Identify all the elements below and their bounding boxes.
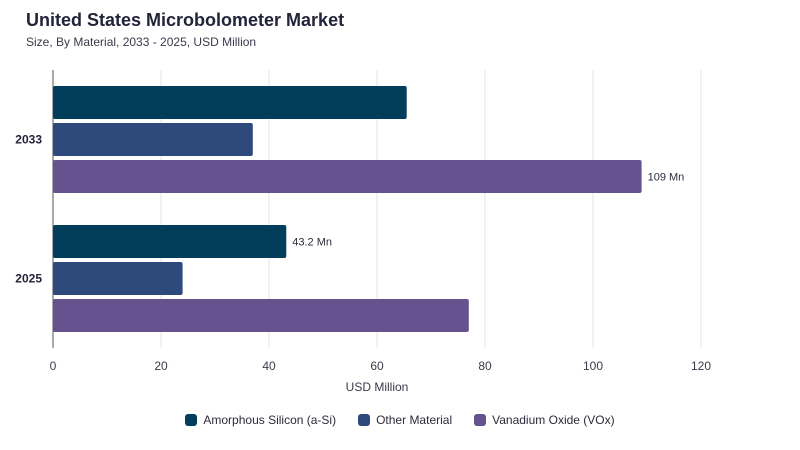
legend-swatch (474, 414, 487, 426)
legend-item: Other Material (358, 413, 452, 427)
x-tick-label: 80 (478, 359, 492, 373)
legend-swatch (358, 414, 371, 426)
y-category-label: 2025 (15, 272, 42, 286)
bar (53, 123, 253, 156)
x-tick-label: 100 (583, 359, 603, 373)
legend-label: Other Material (376, 413, 453, 427)
x-tick-label: 0 (50, 359, 57, 373)
x-tick-label: 60 (370, 359, 384, 373)
data-label: 43.2 Mn (292, 237, 332, 249)
bar (53, 86, 407, 119)
bar (53, 299, 469, 332)
x-tick-label: 120 (691, 359, 711, 373)
legend: Amorphous Silicon (a-Si) Other Material Va… (0, 413, 800, 427)
chart-title: United States Microbolometer Market (26, 10, 345, 30)
legend-item: Amorphous Silicon (a-Si) (185, 413, 336, 427)
bar (53, 262, 183, 295)
chart-subtitle: Size, By Material, 2033 - 2025, USD Mill… (26, 35, 257, 49)
x-axis-title: USD Million (346, 380, 409, 394)
legend-swatch (185, 414, 198, 426)
data-label: 109 Mn (648, 172, 685, 184)
y-category-label: 2033 (15, 133, 42, 147)
legend-label: Amorphous Silicon (a-Si) (203, 413, 337, 427)
x-tick-label: 40 (262, 359, 276, 373)
x-tick-label: 20 (154, 359, 168, 373)
legend-label: Vanadium Oxide (VOx) (492, 413, 615, 427)
legend-item: Vanadium Oxide (VOx) (474, 413, 615, 427)
bar (53, 225, 287, 258)
bar (53, 160, 642, 193)
